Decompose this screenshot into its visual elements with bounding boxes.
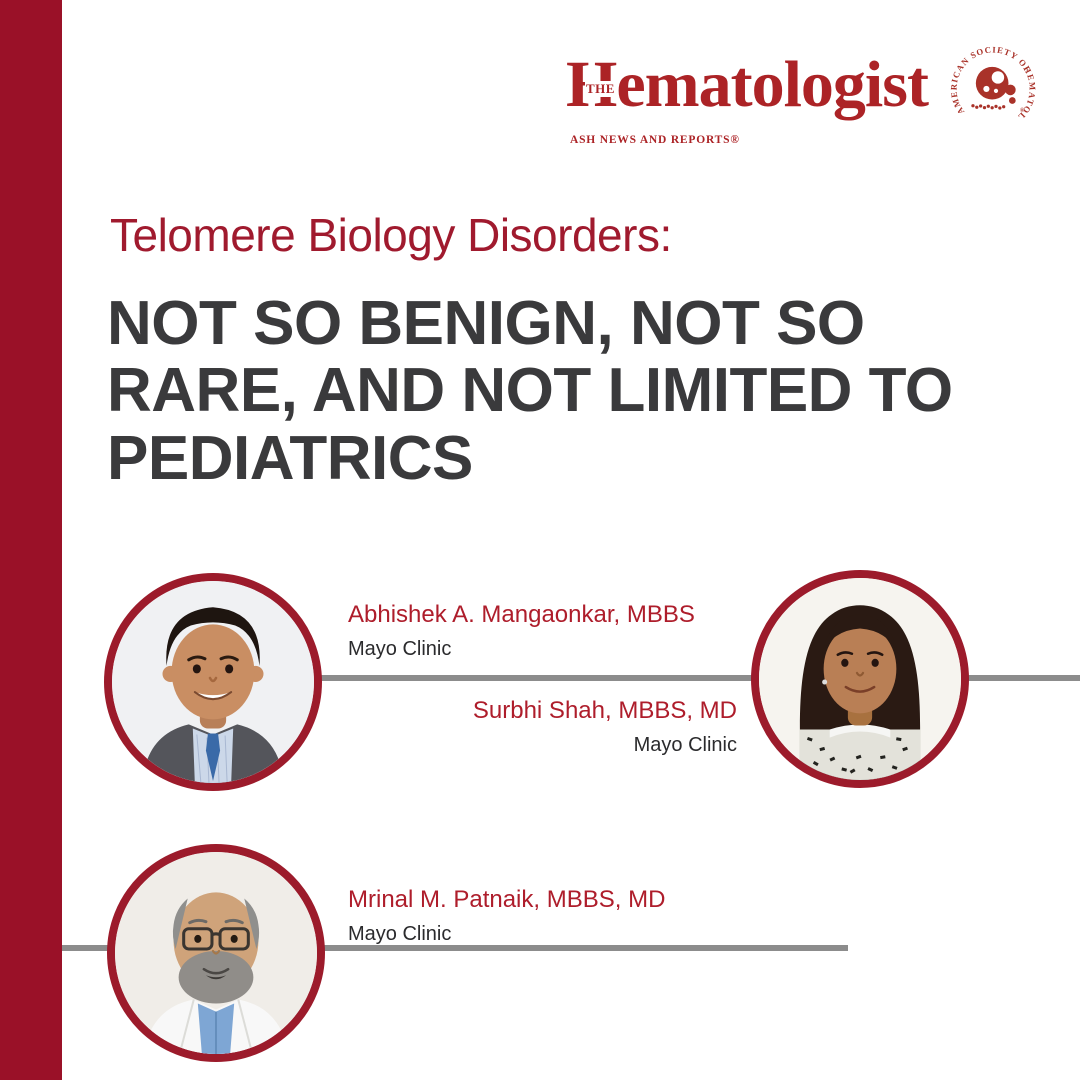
seal-cell-blob (975, 66, 1016, 104)
logo-the-label: THE (585, 81, 616, 97)
author-block-mangaonkar: Abhishek A. Mangaonkar, MBBS Mayo Clinic (348, 601, 695, 660)
ash-society-seal-icon: AMERICAN SOCIETY OF HEMATOLOGY ® (948, 40, 1036, 123)
author-photo-patnaik (107, 844, 325, 1062)
divider-line-bottom (62, 945, 848, 951)
seal-sickle-chain (971, 104, 1006, 110)
headline-line-1: NOT SO BENIGN, NOT SO (107, 289, 865, 358)
author-photo-mangaonkar (104, 573, 322, 791)
divider-line-top (212, 675, 1080, 681)
author-name: Surbhi Shah, MBBS, MD (472, 697, 737, 724)
author-block-patnaik: Mrinal M. Patnaik, MBBS, MD Mayo Clinic (348, 886, 665, 945)
author-affiliation: Mayo Clinic (633, 733, 737, 756)
avatar-man-glasses-illustration (115, 852, 317, 1054)
seal-registered-mark: ® (1020, 107, 1025, 114)
avatar-man-suit-illustration (112, 581, 314, 783)
left-accent-bar (0, 0, 62, 1080)
author-block-shah: Surbhi Shah, MBBS, MD Mayo Clinic (473, 697, 737, 756)
headline-line-2: RARE, AND NOT LIMITED TO (107, 356, 953, 426)
author-name: Mrinal M. Patnaik, MBBS, MD (348, 886, 666, 913)
hematologist-logo: Hematologist (566, 48, 929, 121)
main-headline: NOT SO BENIGN, NOT SO RARE, AND NOT LIMI… (107, 290, 1047, 492)
author-affiliation: Mayo Clinic (348, 637, 452, 660)
headline-line-3: PEDIATRICS (107, 423, 473, 493)
author-affiliation: Mayo Clinic (348, 922, 452, 945)
topic-eyebrow: Telomere Biology Disorders: (110, 209, 672, 261)
avatar-woman-illustration (759, 578, 961, 780)
author-name: Abhishek A. Mangaonkar, MBBS (348, 601, 695, 628)
author-photo-shah (751, 570, 969, 788)
logo-tagline: ASH NEWS AND REPORTS® (570, 134, 740, 146)
